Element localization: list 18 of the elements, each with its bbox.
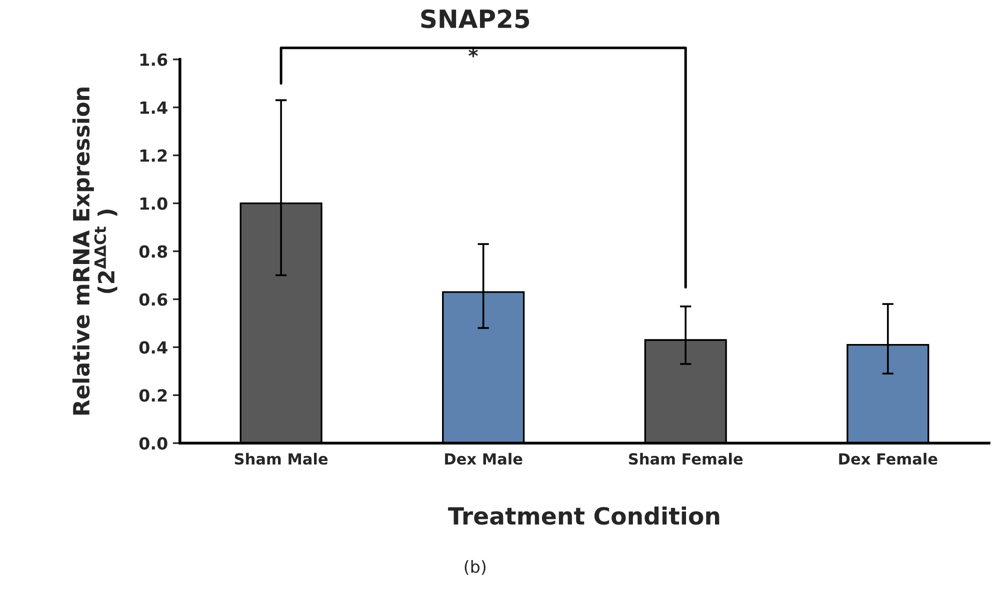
y-tick-label: 0.8: [139, 245, 168, 258]
y-tick-label: 1.2: [140, 149, 167, 162]
x-axis-title: Treatment Condition: [448, 506, 720, 525]
y-tick-label: 0.0: [139, 437, 168, 450]
text: *: [468, 48, 478, 58]
y-tick-label: 1.0: [140, 197, 168, 210]
y-tick-label: 0.4: [139, 341, 168, 354]
x-tick-label: Dex Female: [839, 452, 938, 465]
x-tick-label: Sham Male: [234, 452, 328, 465]
y-axis-title: Relative mRNA Expression (2$^{ΔΔCt}$ ): [72, 88, 118, 415]
y-tick-label: 1.4: [140, 102, 168, 114]
text: (b): [464, 560, 486, 575]
chart-title: SNAP25: [421, 9, 530, 28]
y-tick-label: 0.6: [139, 293, 168, 306]
x-tick-label: Dex Male: [445, 452, 522, 465]
x-tick-label: Sham Female: [628, 452, 743, 465]
y-tick-label: 1.6: [140, 53, 168, 66]
y-tick-label: 0.2: [139, 389, 167, 402]
